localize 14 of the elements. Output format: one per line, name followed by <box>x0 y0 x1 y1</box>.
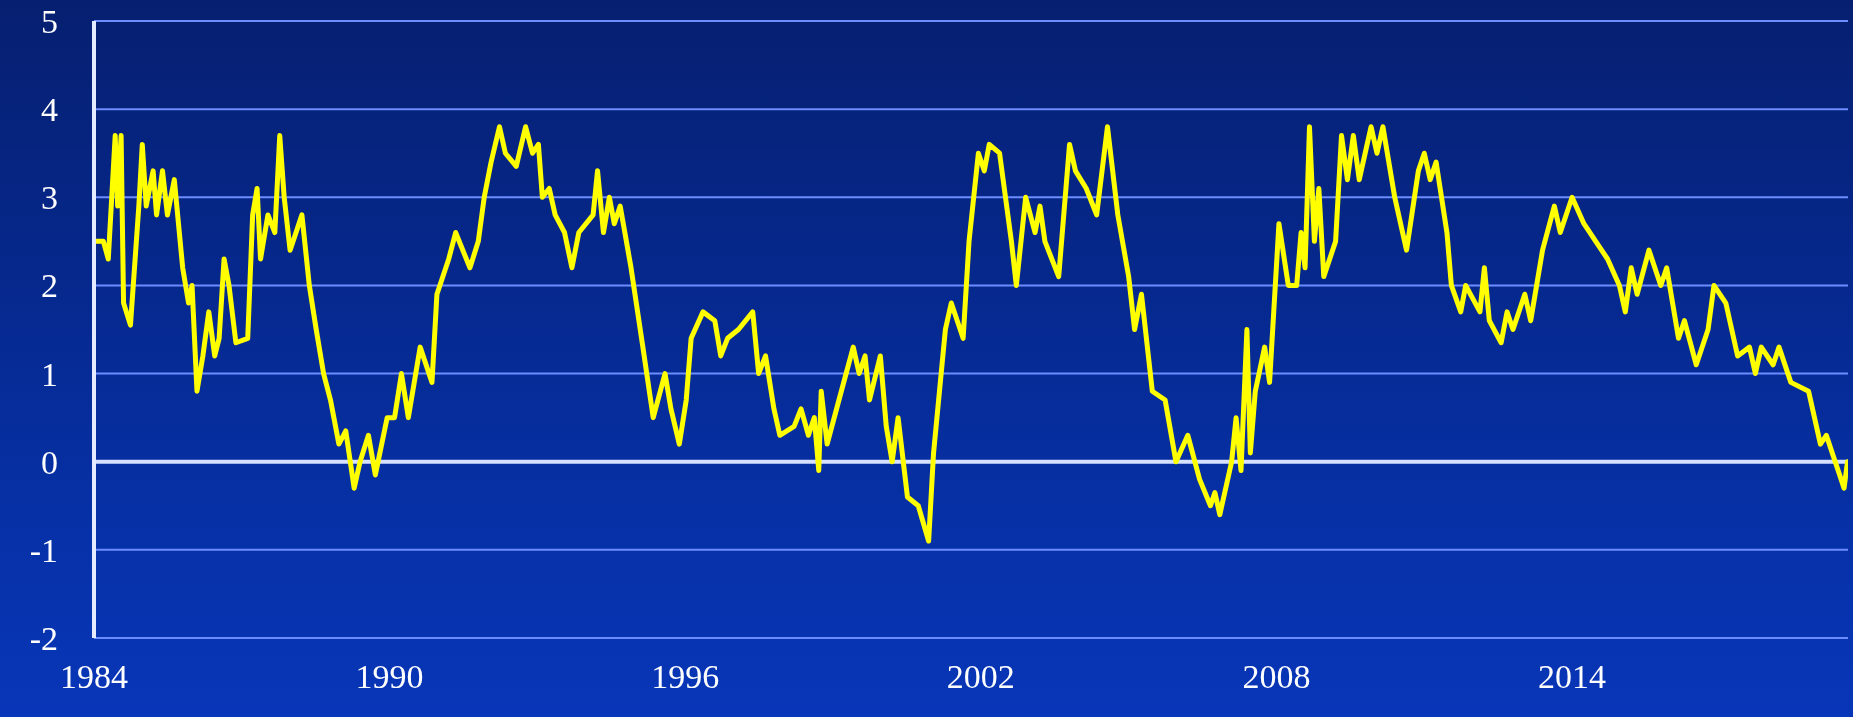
y-tick-label: 2 <box>41 267 58 305</box>
y-tick-label: -2 <box>29 620 58 658</box>
x-tick-label: 1996 <box>651 658 720 696</box>
y-tick-label: 4 <box>41 91 58 129</box>
x-tick-label: 1990 <box>355 658 424 696</box>
y-tick-label: 5 <box>41 3 58 41</box>
x-tick-label: 1984 <box>60 658 128 696</box>
y-tick-label: 3 <box>41 179 58 217</box>
y-tick-label: -1 <box>29 531 58 569</box>
x-tick-label: 2008 <box>1242 658 1311 696</box>
y-tick-label: 0 <box>41 443 58 481</box>
y-tick-label: 1 <box>41 355 58 393</box>
x-tick-label: 2002 <box>946 658 1015 696</box>
x-tick-label: 2014 <box>1538 658 1607 696</box>
